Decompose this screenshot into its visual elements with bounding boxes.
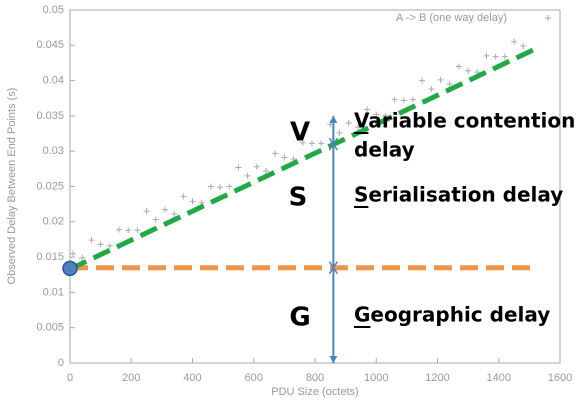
annotation-text: Serialisation delay [354,183,563,207]
scatter-point [428,86,435,93]
scatter-point [364,106,371,113]
x-tick-label: 600 [245,372,263,384]
scatter-point [511,38,518,45]
scatter-point [253,163,260,170]
x-tick-label: 0 [67,372,73,384]
scatter-point [171,211,178,218]
y-tick-label: 0.035 [36,110,64,122]
arrow-head [329,356,338,363]
scatter-point [79,254,86,261]
scatter-point [97,241,104,248]
scatter-point [281,154,288,161]
annotation-text: Geographic delay [354,303,550,327]
y-tick-label: 0 [58,357,64,369]
scatter-point [244,172,251,179]
scatter-point [217,184,224,191]
scatter-point [354,124,361,131]
arrow-head [328,137,338,151]
arrow-head [329,115,338,123]
scatter-point [318,140,325,147]
legend-label: A -> B (one way delay) [396,12,507,24]
scatter-point [226,183,233,190]
x-tick-label: 1200 [425,372,449,384]
y-tick-label: 0.05 [43,4,64,16]
annotation-letter: S [289,183,308,213]
y-tick-label: 0.02 [43,216,64,228]
annotation-letter: V [290,118,310,148]
scatter-point [116,226,122,233]
scatter-point [400,97,407,104]
x-tick-label: 800 [306,372,324,384]
scatter-point [308,140,315,147]
scatter-point [106,242,113,249]
annotation-text: Variable contention [354,109,575,133]
x-tick-label: 400 [183,372,201,384]
scatter-point [235,164,242,171]
scatter-point [161,206,168,213]
x-tick-label: 1000 [364,372,388,384]
scatter-point [345,119,352,126]
scatter-point [263,167,269,174]
scatter-point [70,250,77,257]
intercept-marker [62,260,78,277]
scatter-point [88,237,95,244]
scatter-point [455,63,462,70]
scatter-point [272,150,279,157]
scatter-point [410,96,416,103]
x-axis-label: PDU Size (octets) [271,386,358,398]
arrow-head [328,261,338,275]
legend-marker [545,15,551,21]
scatter-point [125,227,132,234]
scatter-point [483,52,490,59]
scatter-point [391,96,398,103]
y-tick-label: 0.04 [43,75,64,87]
y-axis-label: Observed Delay Between End Points (s) [6,88,18,285]
annotation-text: delay [354,138,415,162]
scatter-point [189,198,196,205]
scatter-point [419,77,426,84]
scatter-point [437,76,444,83]
x-tick-label: 200 [122,372,140,384]
scatter-point [446,81,453,88]
y-tick-label: 0.045 [36,39,64,51]
scatter-point [180,193,187,200]
scatter-point [492,53,499,60]
x-tick-label: 1600 [548,372,572,384]
y-tick-label: 0.005 [36,322,64,334]
fit-line [68,44,542,272]
scatter-point [336,129,343,136]
scatter-point [465,67,472,74]
scatter-point [520,43,527,50]
scatter-point [207,183,214,190]
y-tick-label: 0.03 [43,145,64,157]
scatter-point [134,227,141,234]
y-tick-label: 0.025 [36,180,64,192]
annotation-letter: G [289,303,310,333]
scatter-point [501,53,508,60]
y-tick-label: 0.01 [43,286,64,298]
x-tick-label: 1400 [487,372,511,384]
scatter-point [152,216,159,223]
scatter-point [143,208,150,215]
scatter-point [299,139,306,146]
scatter-point [373,111,380,118]
y-tick-label: 0.015 [36,251,64,263]
